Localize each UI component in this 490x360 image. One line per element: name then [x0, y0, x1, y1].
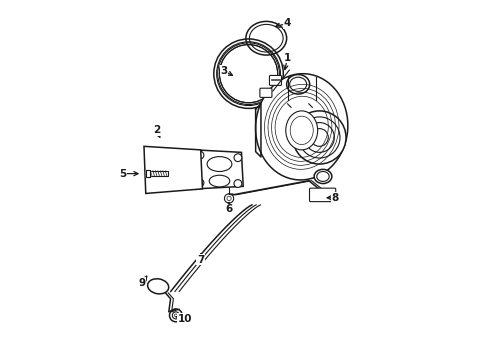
- Text: 3: 3: [220, 66, 232, 76]
- Ellipse shape: [290, 77, 307, 91]
- Text: 5: 5: [119, 168, 138, 179]
- Circle shape: [299, 117, 340, 158]
- FancyBboxPatch shape: [270, 76, 282, 85]
- Circle shape: [293, 111, 346, 164]
- FancyBboxPatch shape: [260, 88, 272, 98]
- Ellipse shape: [147, 279, 169, 294]
- Ellipse shape: [160, 174, 181, 186]
- Circle shape: [170, 309, 182, 322]
- Ellipse shape: [209, 175, 230, 187]
- Circle shape: [318, 192, 324, 198]
- Circle shape: [146, 148, 154, 157]
- Circle shape: [191, 151, 199, 159]
- Circle shape: [151, 280, 158, 287]
- Text: 4: 4: [275, 18, 291, 28]
- Circle shape: [192, 181, 200, 190]
- Text: 10: 10: [176, 314, 192, 324]
- Text: 8: 8: [327, 193, 339, 203]
- Circle shape: [234, 180, 242, 188]
- Circle shape: [159, 285, 166, 293]
- Ellipse shape: [256, 74, 348, 180]
- Circle shape: [196, 179, 204, 187]
- Polygon shape: [144, 146, 202, 193]
- Circle shape: [172, 312, 179, 319]
- Circle shape: [148, 183, 156, 192]
- Circle shape: [234, 154, 242, 162]
- Ellipse shape: [207, 157, 232, 171]
- Circle shape: [305, 123, 334, 152]
- Ellipse shape: [246, 21, 287, 55]
- Ellipse shape: [158, 155, 183, 169]
- Circle shape: [324, 192, 330, 198]
- FancyBboxPatch shape: [147, 171, 168, 176]
- Circle shape: [224, 194, 234, 203]
- Circle shape: [313, 192, 318, 198]
- Ellipse shape: [287, 75, 310, 94]
- Polygon shape: [196, 150, 243, 189]
- Text: 1: 1: [284, 53, 291, 69]
- Ellipse shape: [249, 24, 283, 52]
- Circle shape: [227, 196, 231, 201]
- Polygon shape: [147, 170, 150, 177]
- Circle shape: [196, 151, 204, 159]
- Text: 6: 6: [225, 203, 233, 214]
- Text: 9: 9: [139, 276, 147, 288]
- FancyBboxPatch shape: [310, 188, 336, 202]
- Ellipse shape: [286, 111, 318, 150]
- Circle shape: [311, 129, 328, 146]
- Text: 7: 7: [197, 254, 204, 265]
- Ellipse shape: [314, 169, 332, 184]
- Circle shape: [174, 314, 177, 317]
- Ellipse shape: [290, 116, 313, 145]
- Ellipse shape: [317, 171, 329, 181]
- Text: 2: 2: [153, 125, 160, 137]
